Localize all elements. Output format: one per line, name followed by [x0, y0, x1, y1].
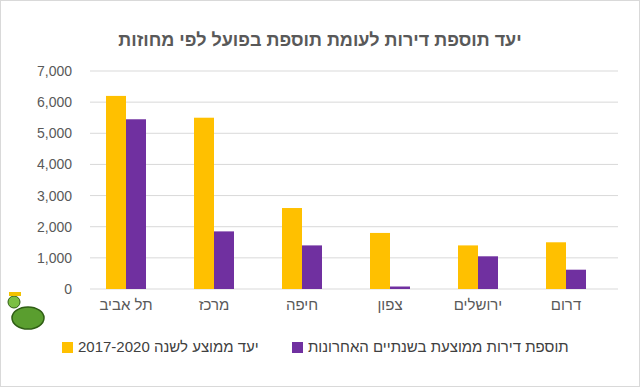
title: יעד תוספת דירות לעומת תוספת בפועל לפי מח…: [118, 30, 521, 50]
legend-label: תוספת דירות ממוצעת בשנתיים האחרונות: [308, 338, 569, 355]
bar: [126, 119, 146, 289]
legend-swatch: [62, 342, 73, 353]
category-label: חיפה: [286, 296, 318, 313]
logo: [8, 292, 44, 329]
tick-label: 2,000: [37, 219, 72, 235]
tick-label: 1,000: [37, 250, 72, 266]
tick-label: 3,000: [37, 188, 72, 204]
bar: [106, 96, 126, 289]
grid-line: [90, 289, 618, 290]
bar: [458, 245, 478, 289]
bars: [106, 96, 586, 289]
bar: [566, 270, 586, 289]
chart-frame: [1, 1, 640, 387]
bar: [194, 118, 214, 289]
bar: [370, 233, 390, 289]
tick-label: 6,000: [37, 94, 72, 110]
grid-line: [90, 71, 618, 72]
legend-label: יעד ממוצע לשנה 2017-2020: [78, 338, 259, 355]
grid-line: [90, 102, 618, 103]
tick-label: 4,000: [37, 156, 72, 172]
bar: [302, 245, 322, 289]
bar: [390, 287, 410, 289]
grid-line: [90, 164, 618, 165]
grid-line: [90, 133, 618, 134]
logo-hat: [9, 292, 21, 296]
category-label: תל אביב: [99, 296, 152, 313]
bar: [282, 208, 302, 289]
legend-swatch: [292, 342, 303, 353]
category-label: ירושלים: [454, 296, 502, 313]
logo-head: [8, 296, 20, 308]
chart: יעד תוספת דירות לעומת תוספת בפועל לפי מח…: [0, 0, 640, 387]
grid-line: [90, 226, 618, 227]
bar: [214, 231, 234, 289]
tick-label: 0: [64, 281, 72, 297]
bar: [546, 242, 566, 289]
category-label: מרכז: [199, 296, 230, 313]
tick-label: 5,000: [37, 125, 72, 141]
grid-line: [90, 257, 618, 258]
category-label: צפון: [377, 296, 402, 313]
tick-label: 7,000: [37, 63, 72, 79]
grid-line: [90, 195, 618, 196]
bar: [478, 256, 498, 289]
category-label: דרום: [551, 296, 581, 313]
logo-shell: [12, 307, 44, 329]
